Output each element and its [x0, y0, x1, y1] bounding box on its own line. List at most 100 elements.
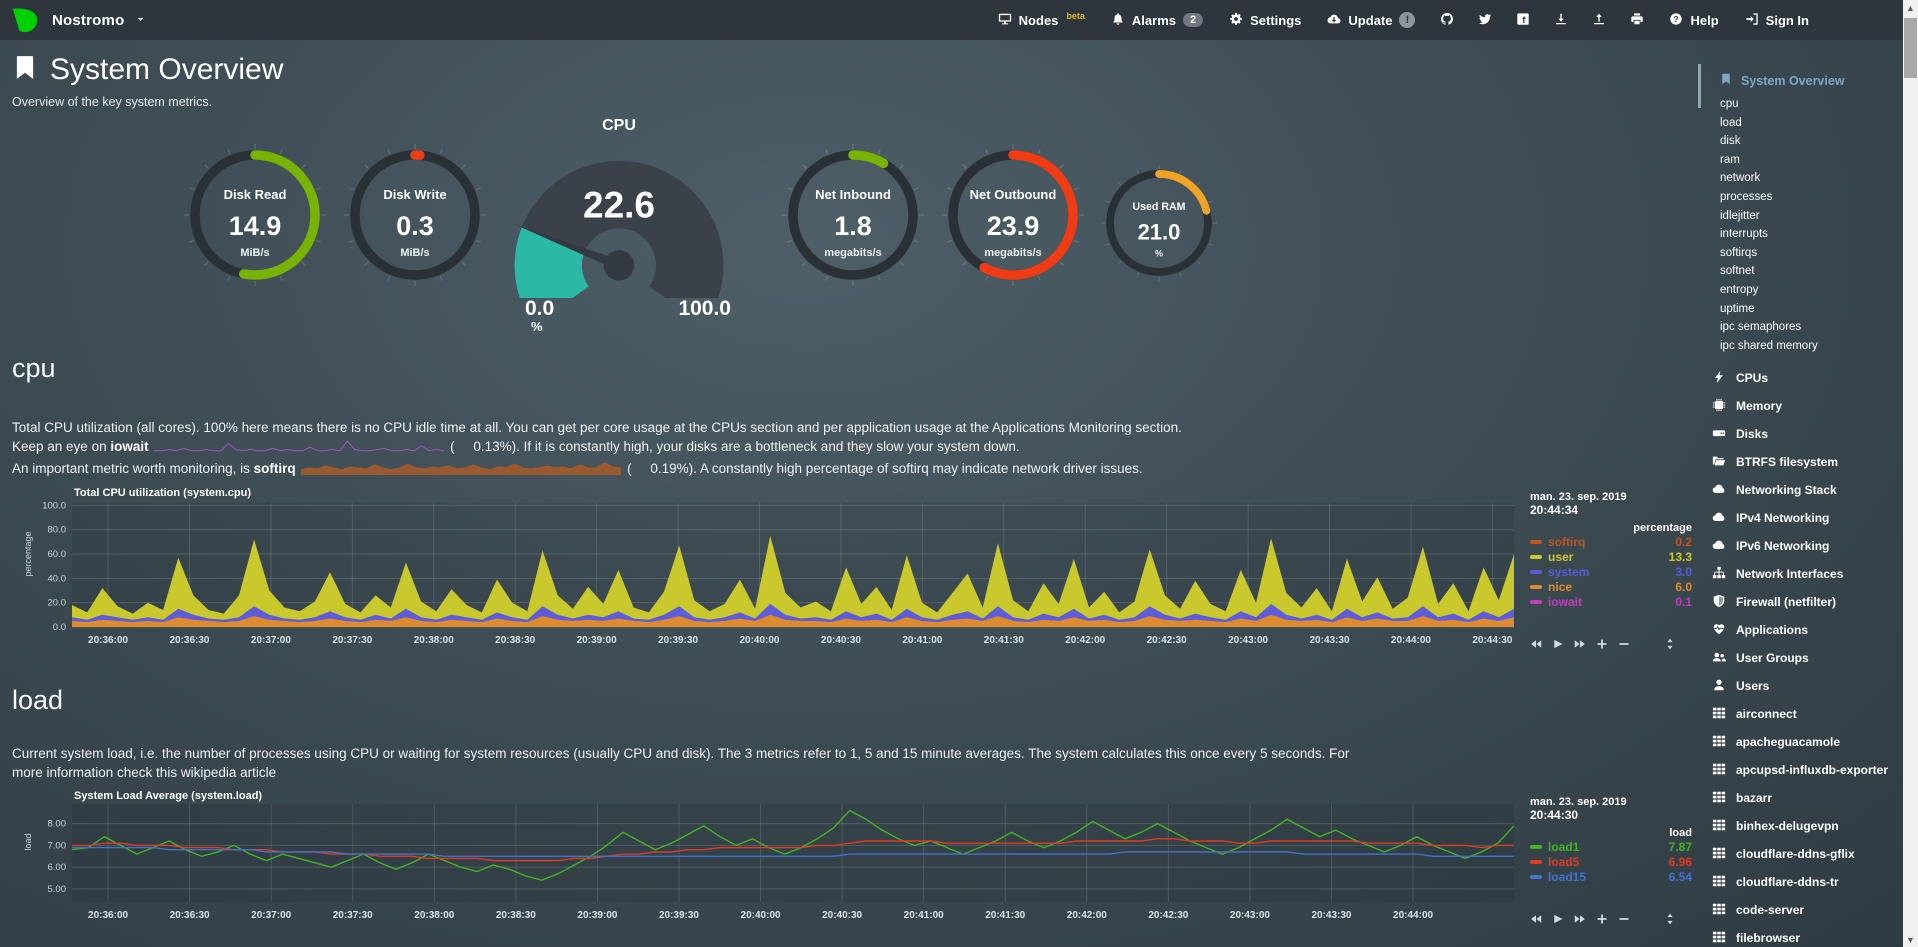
- chart-resize-button[interactable]: [1664, 913, 1676, 928]
- nav-update[interactable]: Update !: [1314, 12, 1428, 29]
- sidebar-item-network-interfaces[interactable]: Network Interfaces: [1698, 561, 1903, 589]
- gauge-value: 14.9: [229, 211, 282, 241]
- sidebar-item-processes[interactable]: processes: [1720, 190, 1773, 203]
- sidebar-item-disks[interactable]: Disks: [1698, 421, 1903, 449]
- disk-read-gauge[interactable]: Disk Read 14.9 MiB/s: [179, 139, 331, 296]
- sidebar-item-system-overview[interactable]: System Overview: [1698, 64, 1903, 108]
- sidebar-item-softirqs[interactable]: softirqs: [1720, 246, 1758, 259]
- sidebar-item-cloudflare-ddns-gflix[interactable]: cloudflare-ddns-gflix: [1698, 841, 1903, 869]
- sidebar-item-interrupts[interactable]: interrupts: [1720, 228, 1768, 241]
- bolt-icon: [1715, 371, 1723, 384]
- chart-backward-button[interactable]: [1530, 913, 1542, 928]
- nav-alarms[interactable]: Alarms 2: [1098, 12, 1216, 29]
- chart-minus-button[interactable]: [1618, 913, 1630, 928]
- sidebar-item-binhex-delugevpn[interactable]: binhex-delugevpn: [1698, 813, 1903, 841]
- play-icon: [1554, 914, 1563, 924]
- sidebar-item-cpu[interactable]: cpu: [1720, 98, 1739, 110]
- nav-settings[interactable]: Settings: [1216, 12, 1314, 29]
- sidebar-item-airconnect[interactable]: airconnect: [1698, 701, 1903, 729]
- section-heading-load: load: [12, 685, 64, 715]
- sidebar-item-ram[interactable]: ram: [1720, 153, 1740, 166]
- wikipedia-link[interactable]: wikipedia article: [180, 765, 277, 780]
- gauges-row: Disk Read 14.9 MiB/s Disk Write 0.3 MiB/s CPU 2…: [0, 117, 1400, 334]
- sidebar-item-network[interactable]: network: [1720, 172, 1761, 185]
- legend-row-iowait[interactable]: iowait 0.1: [1530, 594, 1694, 609]
- nav-print[interactable]: [1618, 12, 1656, 29]
- sidebar-item-ipc-shared-memory[interactable]: ipc shared memory: [1720, 339, 1818, 352]
- chart-plus-button[interactable]: [1596, 913, 1608, 928]
- scrollbar-up-arrow[interactable]: ▲: [1906, 2, 1915, 13]
- sidebar-item-code-server[interactable]: code-server: [1698, 897, 1903, 925]
- sidebar-item-apacheguacamole[interactable]: apacheguacamole: [1698, 729, 1903, 757]
- sidebar-item-networking-stack[interactable]: Networking Stack: [1698, 477, 1903, 505]
- sidebar-item-softnet[interactable]: softnet: [1720, 265, 1755, 278]
- legend-row-nice[interactable]: nice 6.0: [1530, 579, 1694, 594]
- sidebar-item-ipc-semaphores[interactable]: ipc semaphores: [1720, 321, 1802, 334]
- sidebar-item-apcupsd-influxdb-exporter[interactable]: apcupsd-influxdb-exporter: [1698, 757, 1903, 785]
- legend-row-load5[interactable]: load5 6.96: [1530, 854, 1694, 869]
- chart-plus-button[interactable]: [1596, 638, 1608, 653]
- sidebar-item-uptime[interactable]: uptime: [1720, 302, 1755, 315]
- node-selector[interactable]: Nostromo: [0, 5, 145, 35]
- scrollbar-thumb[interactable]: [1904, 18, 1917, 78]
- svg-text:20:44:00: 20:44:00: [1393, 910, 1433, 921]
- chart-plot[interactable]: 5.00 6.00 7.00 8.00 20:36:00 20:36:30 20:37:00…: [28, 792, 1518, 930]
- sidebar-item-load[interactable]: load: [1720, 116, 1742, 129]
- sidebar-item-idlejitter[interactable]: idlejitter: [1720, 209, 1760, 222]
- gauge-value: 1.8: [834, 211, 872, 241]
- chart-forward-button[interactable]: [1574, 638, 1586, 653]
- chart-forward-button[interactable]: [1574, 913, 1586, 928]
- nav-export[interactable]: [1580, 12, 1618, 29]
- chart-backward-button[interactable]: [1530, 638, 1542, 653]
- chart-play-button[interactable]: [1552, 913, 1564, 928]
- legend-units-header: percentage: [1633, 522, 1692, 534]
- sidebar-item-entropy[interactable]: entropy: [1720, 283, 1759, 296]
- legend-time: 20:44:30: [1530, 808, 1579, 822]
- net-outbound-gauge[interactable]: Net Outbound 23.9 megabits/s: [937, 139, 1089, 296]
- chart-title: System Load Average (system.load): [74, 790, 263, 802]
- legend-row-load15[interactable]: load15 6.54: [1530, 869, 1694, 884]
- sidebar-item-user-groups[interactable]: User Groups: [1698, 645, 1903, 673]
- nav-twitter[interactable]: [1466, 12, 1504, 29]
- sidebar-item-disk[interactable]: disk: [1720, 135, 1741, 148]
- forward-icon: [1574, 640, 1585, 648]
- nav-github[interactable]: [1428, 12, 1466, 29]
- scrollbar-down-arrow[interactable]: ▼: [1906, 934, 1915, 945]
- chart-play-button[interactable]: [1552, 638, 1564, 653]
- legend-row-softirq[interactable]: softirq 0.2: [1530, 534, 1694, 549]
- sidebar-item-filebrowser[interactable]: filebrowser: [1698, 925, 1903, 947]
- gear-icon: [1229, 12, 1243, 29]
- cloud-download-icon: [1327, 12, 1341, 29]
- sidebar-item-ipv6-networking[interactable]: IPv6 Networking: [1698, 533, 1903, 561]
- svg-text:20:41:30: 20:41:30: [985, 910, 1025, 921]
- legend-row-load1[interactable]: load1 7.87: [1530, 839, 1694, 854]
- sidebar-item-memory[interactable]: Memory: [1698, 393, 1903, 421]
- used-ram-gauge[interactable]: Used RAM 21.0%: [1097, 161, 1221, 290]
- svg-text:80.0: 80.0: [48, 525, 67, 536]
- nav-facebook[interactable]: f: [1504, 12, 1542, 29]
- sidebar-item-applications[interactable]: Applications: [1698, 617, 1903, 645]
- cpu-chart[interactable]: Total CPU utilization (system.cpu) percen…: [12, 487, 1698, 661]
- sidebar-item-ipv4-networking[interactable]: IPv4 Networking: [1698, 505, 1903, 533]
- legend-row-system[interactable]: system 3.0: [1530, 564, 1694, 579]
- sidebar-item-cloudflare-ddns-tr[interactable]: cloudflare-ddns-tr: [1698, 869, 1903, 897]
- nav-help[interactable]: ? Help: [1656, 12, 1731, 29]
- disk-write-gauge[interactable]: Disk Write 0.3 MiB/s: [339, 139, 491, 296]
- sidebar-item-users[interactable]: Users: [1698, 673, 1903, 701]
- load-chart[interactable]: System Load Average (system.load) load 5.0…: [12, 790, 1698, 932]
- chart-resize-button[interactable]: [1664, 638, 1676, 653]
- grid-icon: [1712, 792, 1726, 803]
- sidebar-item-firewall-netfilter-[interactable]: Firewall (netfilter): [1698, 589, 1903, 617]
- chart-minus-button[interactable]: [1618, 638, 1630, 653]
- sidebar-item-bazarr[interactable]: bazarr: [1698, 785, 1903, 813]
- cpu-gauge[interactable]: CPU 22.6 0.0 100.0%: [499, 117, 739, 334]
- nav-nodes[interactable]: Nodes beta: [985, 11, 1098, 29]
- page-scrollbar[interactable]: ▲ ▼: [1903, 0, 1918, 947]
- legend-row-user[interactable]: user 13.3: [1530, 549, 1694, 564]
- chart-plot[interactable]: 0.0 20.0 40.0 60.0 80.0 100.0 20:36:00 20:36:30…: [28, 489, 1518, 659]
- nav-import[interactable]: [1542, 12, 1580, 29]
- sidebar-item-btrfs-filesystem[interactable]: BTRFS filesystem: [1698, 449, 1903, 477]
- net-inbound-gauge[interactable]: Net Inbound 1.8 megabits/s: [777, 139, 929, 296]
- nav-signin[interactable]: Sign In: [1732, 12, 1822, 29]
- sidebar-item-cpus[interactable]: CPUs: [1698, 365, 1903, 393]
